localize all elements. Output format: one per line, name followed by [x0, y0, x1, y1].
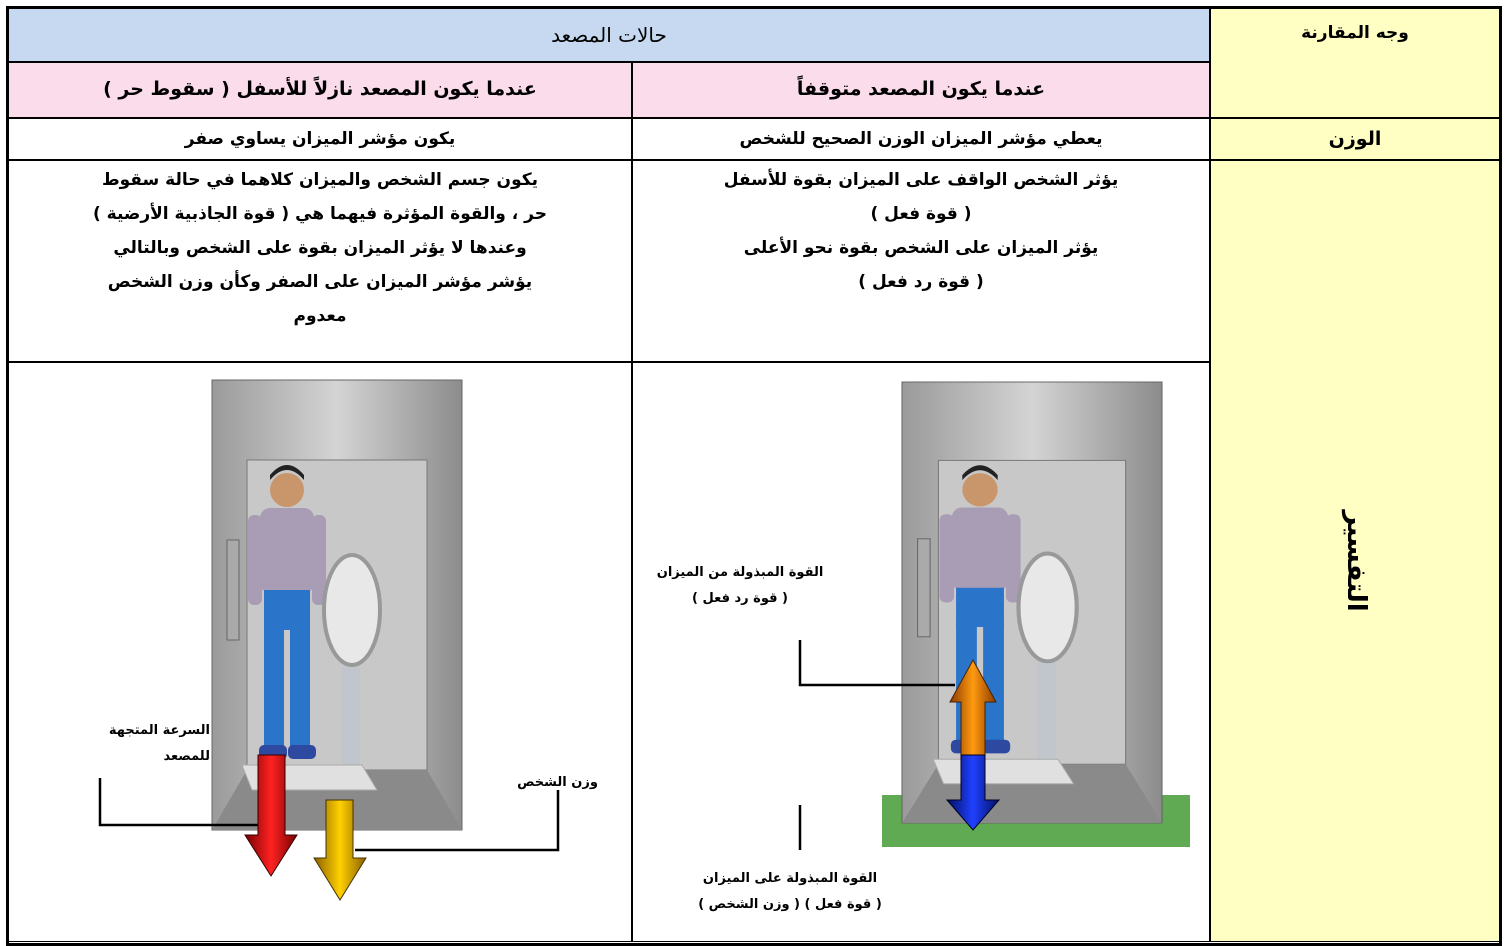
line: يؤثر الشخص الواقف على الميزان بقوة للأسف… [723, 170, 1119, 190]
line: يؤشر مؤشر الميزان على الصفر وكأن وزن الش… [107, 272, 533, 292]
label-line: السرعة المتجهة [108, 723, 210, 738]
figure-label: وزن الشخص [500, 770, 615, 796]
line: ( قوة رد فعل ) [858, 272, 984, 292]
row-label-cell: التفسير [1210, 160, 1500, 942]
line: ( قوة فعل ) [870, 204, 972, 224]
figure-label: القوة المبذولة على الميزان ( قوة فعل ) (… [690, 866, 890, 918]
line: يؤثر الميزان على الشخص بقوة نحو الأعلى [743, 238, 1099, 258]
label-line: للمصعد [163, 749, 210, 764]
line: معدوم [293, 306, 347, 326]
corner-header: وجه المقارنة [1210, 8, 1500, 118]
column-header: عندما يكون المصعد نازلاً للأسفل ( سقوط ح… [8, 62, 632, 118]
cell: يكون مؤشر الميزان يساوي صفر [8, 118, 632, 160]
column-header: عندما يكون المصعد متوقفاً [632, 62, 1210, 118]
label-line: ( قوة فعل ) ( وزن الشخص ) [698, 897, 882, 912]
figure-label: السرعة المتجهة للمصعد [20, 718, 210, 770]
cell: يؤثر الشخص الواقف على الميزان بقوة للأسف… [632, 160, 1210, 362]
cell: يكون جسم الشخص والميزان كلاهما في حالة س… [8, 160, 632, 362]
line: يكون جسم الشخص والميزان كلاهما في حالة س… [101, 170, 538, 190]
line: وعندها لا يؤثر الميزان بقوة على الشخص وب… [113, 238, 527, 258]
figure-label: القوة المبذولة من الميزان ( قوة رد فعل ) [645, 560, 835, 612]
label-line: القوة المبذولة من الميزان [656, 565, 824, 580]
label-line: القوة المبذولة على الميزان [702, 871, 878, 886]
label-line: ( قوة رد فعل ) [692, 591, 788, 606]
line: حر ، والقوة المؤثرة فيهما هي ( قوة الجاذ… [92, 204, 547, 224]
row-label: الوزن [1210, 118, 1500, 160]
group-header: حالات المصعد [8, 8, 1210, 62]
cell: يعطي مؤشر الميزان الوزن الصحيح للشخص [632, 118, 1210, 160]
label-line: وزن الشخص [517, 775, 598, 790]
